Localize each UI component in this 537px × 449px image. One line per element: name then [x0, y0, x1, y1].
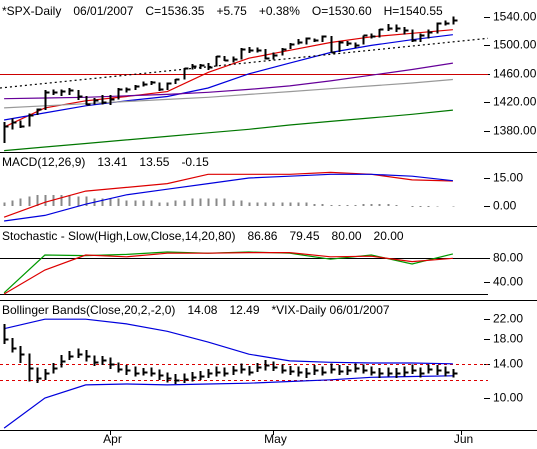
- header-text: C=1536.35: [145, 4, 204, 18]
- header-text: Bollinger Bands(Close,20,2,-2,0): [2, 303, 175, 317]
- y-tick-label: 80.00: [493, 251, 523, 265]
- header-text: +0.38%: [259, 4, 300, 18]
- y-tick-label: 1540.00: [493, 10, 537, 24]
- indicator-line: [3, 29, 453, 128]
- header-text: +5.75: [216, 4, 247, 18]
- header-text: 80.00: [332, 229, 362, 243]
- x-tick-label: Jun: [454, 432, 473, 446]
- indicator-line: [4, 173, 453, 222]
- indicator-line: [0, 37, 489, 89]
- header-text: 86.86: [247, 229, 277, 243]
- y-tick-label: 1500.00: [493, 38, 537, 52]
- header-text: Stochastic - Slow(High,Low,Close,14,20,8…: [2, 229, 235, 243]
- y-tick-label: 1460.00: [493, 67, 537, 81]
- y-tick-label: 22.00: [493, 312, 523, 326]
- y-tick-label: 40.00: [493, 275, 523, 289]
- indicator-line: [3, 34, 453, 121]
- header-text: 79.45: [289, 229, 319, 243]
- indicator-line: [4, 78, 453, 109]
- indicator-line: [4, 109, 453, 152]
- y-tick-label: 15.00: [493, 171, 523, 185]
- header-text: 13.41: [97, 155, 127, 169]
- header-text: MACD(12,26,9): [2, 155, 85, 169]
- header-text: H=1540.55: [384, 4, 443, 18]
- y-tick-label: 14.00: [493, 357, 523, 371]
- header-text: *SPX-Daily: [2, 4, 61, 18]
- header-text: O=1530.60: [312, 4, 372, 18]
- indicator-line: [3, 252, 453, 295]
- y-tick-label: 1380.00: [493, 124, 537, 138]
- header-text: 14.08: [187, 303, 217, 317]
- x-tick-label: May: [264, 432, 287, 446]
- indicator-line: [3, 171, 453, 218]
- indicator-line: [3, 375, 453, 429]
- indicator-line: [3, 318, 453, 365]
- y-tick-label: 18.00: [493, 332, 523, 346]
- y-tick-label: 10.00: [493, 391, 523, 405]
- header-text: 13.55: [139, 155, 169, 169]
- header-text: *VIX-Daily 06/01/2007: [272, 303, 390, 317]
- y-tick-label: 1420.00: [493, 95, 537, 109]
- header-text: 06/01/2007: [73, 4, 133, 18]
- header-text: 12.49: [229, 303, 259, 317]
- header-text: 20.00: [374, 229, 404, 243]
- header-text: -0.15: [181, 155, 209, 169]
- x-tick-label: Apr: [103, 432, 122, 446]
- y-tick-label: 0.00: [493, 199, 517, 213]
